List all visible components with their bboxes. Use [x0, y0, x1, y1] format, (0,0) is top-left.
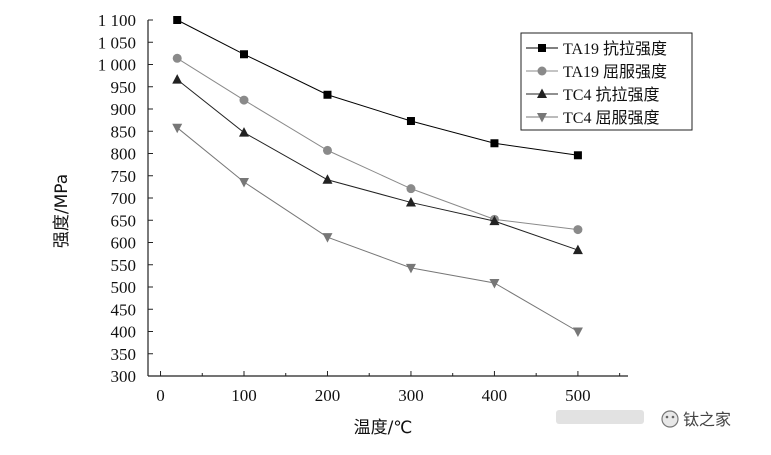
- legend-label: TC4 抗拉强度: [563, 86, 659, 104]
- wechat-icon: [661, 410, 679, 428]
- data-point-triangle-up: [489, 215, 500, 226]
- y-tick-label: 650: [111, 211, 137, 230]
- data-point-square: [538, 44, 546, 52]
- x-tick-label: 400: [482, 386, 508, 405]
- legend-entry: TA19 屈服强度: [526, 63, 667, 81]
- y-tick-label: 800: [111, 145, 137, 164]
- data-point-triangle-down: [489, 278, 500, 289]
- y-tick-label: 700: [111, 189, 137, 208]
- data-point-triangle-down: [405, 263, 416, 274]
- series-line: [176, 127, 579, 332]
- y-tick-label: 600: [111, 234, 137, 253]
- y-tick-label: 900: [111, 100, 137, 119]
- legend-label: TA19 屈服强度: [563, 63, 667, 81]
- data-point-circle: [322, 145, 332, 155]
- data-point-circle: [573, 225, 583, 235]
- series-line: [176, 79, 579, 251]
- data-point-square: [323, 90, 332, 99]
- data-point-triangle-down: [239, 177, 249, 188]
- legend-box: [520, 32, 693, 131]
- data-point-square: [573, 151, 582, 160]
- x-tick-label: 200: [315, 386, 341, 405]
- data-point-square: [490, 139, 499, 148]
- series-line: [176, 19, 578, 156]
- y-tick-label: 1 100: [98, 11, 136, 30]
- data-point-circle: [172, 53, 182, 63]
- data-point-triangle-down: [172, 123, 183, 134]
- data-point-triangle-down: [537, 113, 547, 123]
- legend-entry: TC4 抗拉强度: [526, 86, 659, 104]
- data-point-triangle-down: [322, 233, 333, 243]
- x-tick-label: 0: [156, 386, 165, 405]
- y-tick-label: 1 000: [98, 56, 136, 75]
- series-3: [172, 74, 583, 255]
- legend-entry: TA19 抗拉强度: [526, 40, 667, 58]
- y-tick-label: 350: [111, 345, 137, 364]
- y-tick-label: 300: [111, 367, 137, 386]
- x-tick-label: 300: [398, 386, 424, 405]
- legend-entry: TC4 屈服强度: [526, 109, 659, 127]
- y-tick-label: 1 050: [98, 33, 136, 52]
- legend: TA19 抗拉强度 TA19 屈服强度 TC4 抗拉强度 TC4 屈服强度: [520, 32, 693, 131]
- data-point-square: [240, 50, 248, 59]
- y-tick-label: 500: [111, 278, 137, 297]
- y-tick-label: 450: [111, 300, 137, 319]
- series-2: [172, 53, 583, 235]
- series-layer: [172, 16, 583, 337]
- data-point-triangle-up: [405, 196, 416, 207]
- data-point-square: [406, 117, 415, 126]
- watermark: 钛之家: [556, 410, 731, 429]
- x-tick-label: 100: [231, 386, 257, 405]
- y-axis-title: 强度/MPa: [52, 174, 72, 248]
- data-point-circle: [239, 95, 249, 105]
- data-point-triangle-up: [572, 244, 583, 255]
- watermark-text: 钛之家: [683, 410, 731, 429]
- y-tick-label: 750: [111, 167, 137, 186]
- data-point-square: [173, 16, 182, 24]
- data-point-triangle-up: [537, 88, 547, 98]
- data-point-triangle-up: [322, 174, 333, 184]
- data-point-triangle-up: [239, 127, 249, 137]
- x-axis-title: 温度/℃: [354, 418, 413, 438]
- x-tick-label: 500: [565, 386, 591, 405]
- data-point-circle: [406, 184, 416, 194]
- y-tick-label: 400: [111, 323, 137, 342]
- legend-label: TC4 屈服强度: [563, 109, 659, 127]
- data-point-circle: [537, 66, 547, 76]
- y-tick-label: 950: [111, 78, 137, 97]
- series-4: [172, 123, 583, 337]
- watermark-blur: [556, 410, 644, 424]
- axes-layer: 300 350 400 450 500 550 600 650 700 750 800 850 900 9…: [98, 11, 628, 405]
- data-point-triangle-down: [572, 327, 583, 337]
- series-1: [173, 16, 582, 160]
- y-tick-label: 850: [111, 122, 137, 141]
- data-point-triangle-up: [172, 74, 183, 84]
- series-line: [176, 57, 578, 231]
- y-tick-label: 550: [111, 256, 137, 275]
- legend-label: TA19 抗拉强度: [563, 40, 667, 58]
